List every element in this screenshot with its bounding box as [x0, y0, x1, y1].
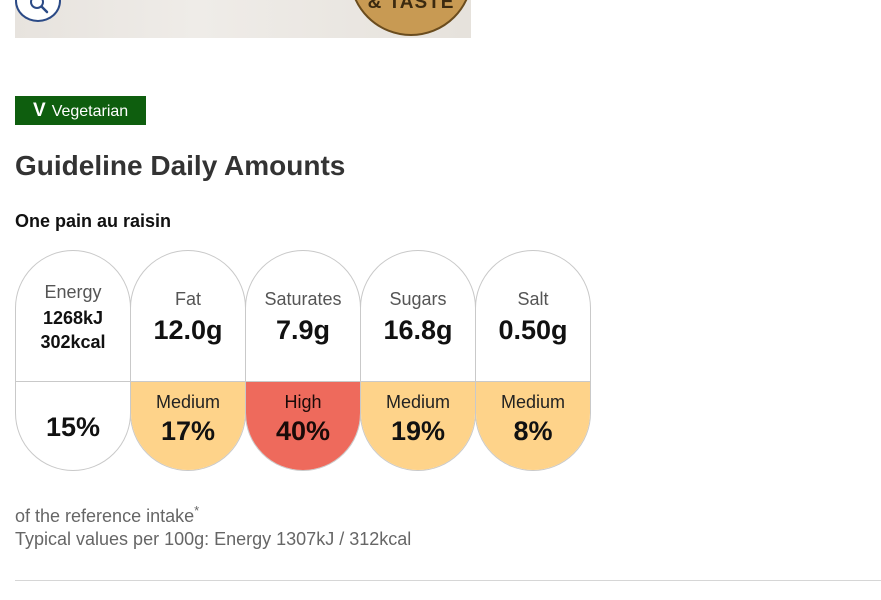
- gda-cell-fat: Fat 12.0g Medium 17%: [130, 250, 246, 471]
- vegetarian-icon: V: [33, 100, 46, 121]
- gda-cell-bottom: Medium 8%: [476, 382, 590, 470]
- gda-cell-top: Fat 12.0g: [131, 251, 245, 382]
- gda-cell-bottom: Medium 17%: [131, 382, 245, 470]
- nutrient-name: Energy: [44, 282, 102, 302]
- gda-cell-top: Salt 0.50g: [476, 251, 590, 382]
- gda-cell-bottom: 15%: [16, 382, 130, 470]
- level-label: Medium: [385, 392, 451, 412]
- energy-kcal: 302kcal: [40, 332, 106, 352]
- reference-percent: 40%: [275, 416, 331, 446]
- level-label: Medium: [500, 392, 566, 412]
- product-image: & TASTE: [15, 0, 471, 38]
- level-label: Medium: [155, 392, 221, 412]
- nutrient-amount: 7.9g: [275, 315, 331, 345]
- energy-kj: 1268kJ: [42, 308, 104, 328]
- nutrient-name: Saturates: [264, 289, 342, 309]
- vegetarian-label: Vegetarian: [51, 103, 129, 120]
- badge-text: & TASTE: [367, 0, 455, 13]
- gda-cell-top: Saturates 7.9g: [246, 251, 360, 382]
- search-icon: [30, 0, 49, 14]
- nutrient-amount: 16.8g: [383, 315, 453, 345]
- gda-cell-saturates: Saturates 7.9g High 40%: [245, 250, 361, 471]
- section-title: Guideline Daily Amounts: [15, 150, 346, 181]
- nutrient-name: Salt: [517, 289, 549, 309]
- gda-cell-salt: Salt 0.50g Medium 8%: [475, 250, 591, 471]
- typical-values: Typical values per 100g: Energy 1307kJ /…: [15, 529, 412, 549]
- nutrient-name: Fat: [174, 289, 201, 309]
- reference-intake-text: of the reference intake: [15, 506, 195, 526]
- gda-cell-bottom: High 40%: [246, 382, 360, 470]
- reference-intake-note: of the reference intake*: [15, 503, 199, 527]
- gda-cell-energy: Energy 1268kJ 302kcal 15%: [15, 250, 131, 471]
- gda-cell-top: Energy 1268kJ 302kcal: [16, 251, 130, 382]
- gda-panel: Energy 1268kJ 302kcal 15% Fat 12.0g Medi…: [15, 250, 591, 471]
- divider: [15, 580, 881, 581]
- footnote-mark: *: [194, 503, 200, 518]
- vegetarian-tag: V Vegetarian: [15, 96, 146, 125]
- nutrient-amount: 12.0g: [153, 315, 223, 345]
- nutrient-name: Sugars: [389, 289, 447, 309]
- zoom-button[interactable]: [15, 0, 61, 22]
- quality-badge: & TASTE: [349, 0, 471, 36]
- reference-percent: 17%: [160, 416, 216, 446]
- reference-percent: 8%: [513, 416, 553, 446]
- reference-percent: 19%: [390, 416, 446, 446]
- level-label: High: [284, 392, 322, 412]
- gda-cell-bottom: Medium 19%: [361, 382, 475, 470]
- reference-percent: 15%: [45, 412, 101, 442]
- serving-label: One pain au raisin: [15, 211, 172, 231]
- gda-cell-sugars: Sugars 16.8g Medium 19%: [360, 250, 476, 471]
- gda-cell-top: Sugars 16.8g: [361, 251, 475, 382]
- nutrient-amount: 0.50g: [498, 315, 568, 345]
